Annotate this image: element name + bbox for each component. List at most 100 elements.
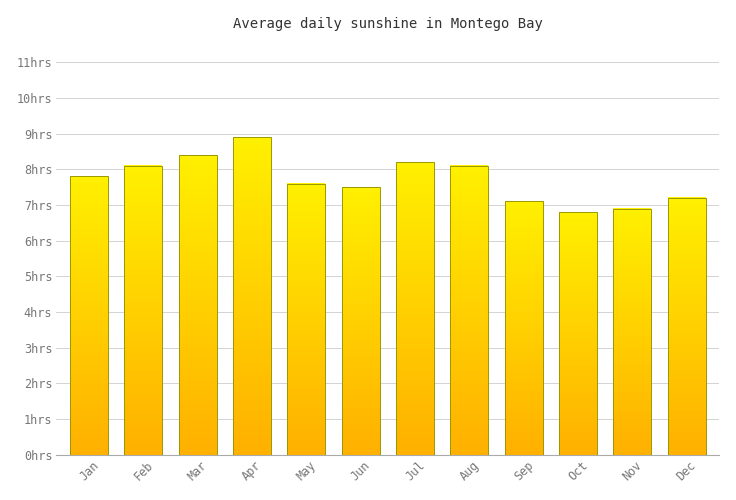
Bar xyxy=(233,222,271,226)
Bar xyxy=(505,388,542,392)
Bar xyxy=(70,410,108,413)
Bar xyxy=(70,432,108,436)
Bar xyxy=(613,210,651,214)
Bar xyxy=(613,358,651,362)
Bar xyxy=(70,396,108,399)
Bar xyxy=(668,447,706,450)
Bar xyxy=(179,430,216,434)
Bar xyxy=(450,296,489,298)
Bar xyxy=(287,340,325,344)
Bar xyxy=(70,368,108,372)
Bar xyxy=(450,382,489,386)
Bar xyxy=(70,335,108,338)
Bar xyxy=(124,336,163,339)
Bar xyxy=(124,223,163,226)
Bar xyxy=(559,304,597,307)
Bar xyxy=(450,318,489,322)
Bar xyxy=(179,410,216,413)
Bar xyxy=(287,354,325,357)
Bar xyxy=(505,202,542,455)
Bar xyxy=(505,244,542,247)
Bar xyxy=(179,328,216,332)
Bar xyxy=(70,435,108,438)
Bar xyxy=(124,240,163,244)
Bar xyxy=(505,424,542,427)
Bar xyxy=(505,386,542,389)
Bar xyxy=(450,240,489,244)
Bar xyxy=(559,432,597,436)
Bar xyxy=(396,220,434,224)
Bar xyxy=(287,276,325,278)
Bar xyxy=(233,350,271,353)
Bar xyxy=(613,297,651,300)
Bar xyxy=(613,351,651,354)
Bar xyxy=(233,438,271,442)
Bar xyxy=(450,452,489,455)
Bar xyxy=(233,292,271,296)
Bar xyxy=(287,254,325,257)
Bar xyxy=(233,213,271,216)
Bar xyxy=(505,452,542,455)
Bar xyxy=(613,260,651,262)
Bar xyxy=(396,294,434,297)
Bar xyxy=(124,380,163,382)
Bar xyxy=(668,436,706,440)
Bar xyxy=(505,368,542,371)
Bar xyxy=(287,302,325,306)
Bar xyxy=(70,270,108,274)
Bar xyxy=(287,378,325,382)
Bar xyxy=(70,282,108,285)
Bar xyxy=(613,213,651,216)
Bar xyxy=(505,429,542,432)
Bar xyxy=(124,220,163,224)
Bar xyxy=(70,296,108,299)
Bar xyxy=(613,220,651,224)
Bar xyxy=(668,398,706,401)
Bar xyxy=(233,442,271,446)
Bar xyxy=(70,184,108,188)
Bar xyxy=(450,362,489,365)
Bar xyxy=(396,208,434,212)
Bar xyxy=(124,229,163,232)
Bar xyxy=(559,236,597,239)
Bar xyxy=(505,432,542,434)
Bar xyxy=(233,394,271,398)
Bar xyxy=(668,202,706,205)
Bar xyxy=(70,307,108,310)
Bar xyxy=(179,232,216,236)
Bar xyxy=(342,283,380,286)
Bar xyxy=(124,339,163,342)
Bar xyxy=(559,222,597,224)
Bar xyxy=(450,200,489,203)
Bar xyxy=(342,422,380,426)
Bar xyxy=(179,398,216,401)
Bar xyxy=(179,214,216,218)
Bar xyxy=(396,434,434,438)
Bar xyxy=(505,270,542,272)
Bar xyxy=(450,171,489,174)
Bar xyxy=(396,416,434,420)
Bar xyxy=(559,406,597,408)
Bar xyxy=(179,392,216,395)
Bar xyxy=(179,250,216,254)
Bar xyxy=(559,316,597,319)
Bar xyxy=(505,371,542,374)
Bar xyxy=(668,298,706,300)
Bar xyxy=(287,338,325,341)
Bar xyxy=(396,431,434,434)
Bar xyxy=(613,302,651,304)
Bar xyxy=(124,411,163,414)
Bar xyxy=(559,318,597,322)
Bar xyxy=(450,264,489,267)
Bar xyxy=(613,447,651,450)
Bar xyxy=(233,216,271,220)
Bar xyxy=(179,440,216,443)
Bar xyxy=(505,287,542,290)
Bar xyxy=(70,424,108,427)
Bar xyxy=(450,255,489,258)
Bar xyxy=(450,270,489,272)
Bar xyxy=(179,368,216,371)
Bar xyxy=(559,442,597,445)
Bar xyxy=(179,442,216,446)
Bar xyxy=(668,205,706,208)
